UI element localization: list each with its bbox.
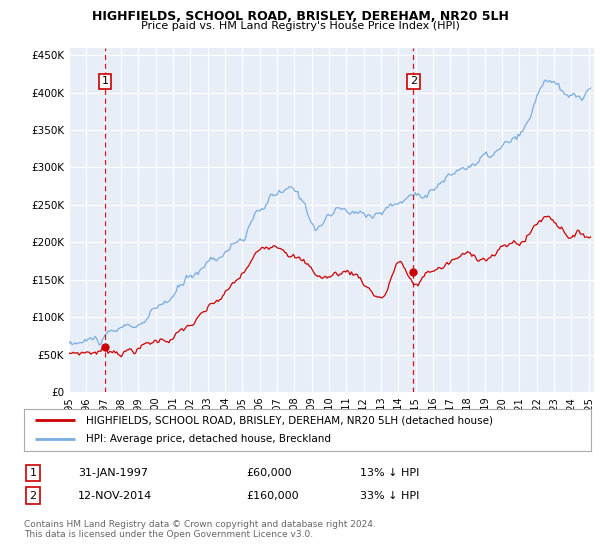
Text: 1: 1 <box>29 468 37 478</box>
Text: 1: 1 <box>101 76 109 86</box>
Text: HPI: Average price, detached house, Breckland: HPI: Average price, detached house, Brec… <box>86 435 331 445</box>
Text: HIGHFIELDS, SCHOOL ROAD, BRISLEY, DEREHAM, NR20 5LH: HIGHFIELDS, SCHOOL ROAD, BRISLEY, DEREHA… <box>92 10 508 23</box>
Text: £160,000: £160,000 <box>246 491 299 501</box>
Text: 31-JAN-1997: 31-JAN-1997 <box>78 468 148 478</box>
Text: HIGHFIELDS, SCHOOL ROAD, BRISLEY, DEREHAM, NR20 5LH (detached house): HIGHFIELDS, SCHOOL ROAD, BRISLEY, DEREHA… <box>86 415 493 425</box>
Text: 2: 2 <box>410 76 417 86</box>
Text: Price paid vs. HM Land Registry's House Price Index (HPI): Price paid vs. HM Land Registry's House … <box>140 21 460 31</box>
Text: 13% ↓ HPI: 13% ↓ HPI <box>360 468 419 478</box>
Text: 12-NOV-2014: 12-NOV-2014 <box>78 491 152 501</box>
Text: 33% ↓ HPI: 33% ↓ HPI <box>360 491 419 501</box>
Text: 2: 2 <box>29 491 37 501</box>
Text: Contains HM Land Registry data © Crown copyright and database right 2024.
This d: Contains HM Land Registry data © Crown c… <box>24 520 376 539</box>
Text: £60,000: £60,000 <box>246 468 292 478</box>
